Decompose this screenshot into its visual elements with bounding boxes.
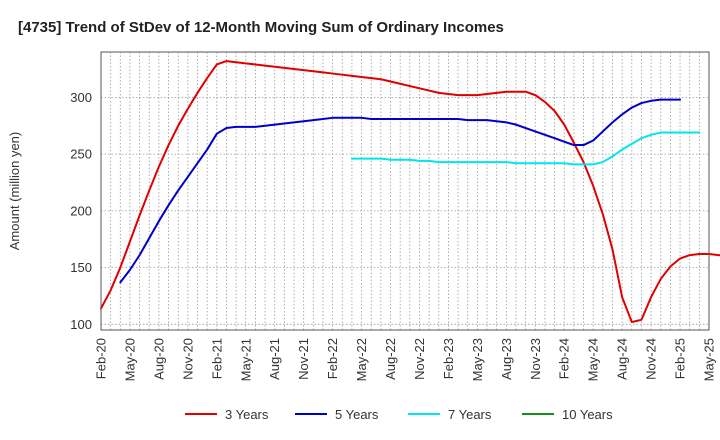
x-tick-label: Feb-22: [325, 338, 340, 379]
y-axis-ticks: 100 150 200 250 300: [70, 90, 92, 332]
legend-label: 7 Years: [448, 407, 492, 422]
legend-label: 3 Years: [225, 407, 269, 422]
x-tick-label: May-23: [470, 338, 485, 381]
y-tick-label: 100: [70, 317, 92, 332]
x-tick-label: Nov-21: [296, 338, 311, 380]
x-tick-label: Aug-20: [151, 338, 166, 380]
x-tick-label: May-21: [238, 338, 253, 381]
x-tick-label: Aug-23: [499, 338, 514, 380]
grid: [101, 52, 709, 330]
plot-area: [101, 52, 709, 330]
legend-label: 10 Years: [562, 407, 613, 422]
series-group: [100, 60, 720, 324]
x-tick-label: Aug-21: [267, 338, 282, 380]
x-tick-label: May-20: [122, 338, 137, 381]
y-axis-title: Amount (million yen): [7, 132, 22, 251]
series-line-7-years: [350, 131, 701, 166]
x-tick-label: Feb-25: [673, 338, 688, 379]
x-tick-label: May-24: [586, 338, 601, 381]
y-tick-label: 300: [70, 90, 92, 105]
x-tick-label: Feb-21: [209, 338, 224, 379]
chart-title: [4735] Trend of StDev of 12-Month Moving…: [18, 19, 504, 36]
x-tick-label: Nov-23: [528, 338, 543, 380]
x-axis-ticks: Feb-20 May-20 Aug-20 Nov-20 Feb-21 May-21 Aug-…: [94, 338, 717, 381]
y-tick-label: 200: [70, 203, 92, 218]
series-line-5-years: [119, 98, 682, 284]
x-tick-label: Aug-24: [615, 338, 630, 380]
x-tick-label: Feb-24: [557, 338, 572, 379]
x-tick-label: May-25: [702, 338, 717, 381]
x-tick-label: Feb-20: [94, 338, 109, 379]
x-tick-label: Feb-23: [441, 338, 456, 379]
y-tick-label: 250: [70, 147, 92, 162]
y-tick-label: 150: [70, 260, 92, 275]
legend-label: 5 Years: [335, 407, 379, 422]
x-tick-label: Nov-24: [644, 338, 659, 380]
x-tick-label: Nov-22: [412, 338, 427, 380]
x-tick-label: Nov-20: [180, 338, 195, 380]
x-tick-label: May-22: [354, 338, 369, 381]
plot-border: [100, 51, 710, 331]
x-tick-label: Aug-22: [383, 338, 398, 380]
legend: 3 Years 5 Years 7 Years 10 Years: [185, 407, 613, 422]
series-line-3-years: [100, 60, 720, 324]
